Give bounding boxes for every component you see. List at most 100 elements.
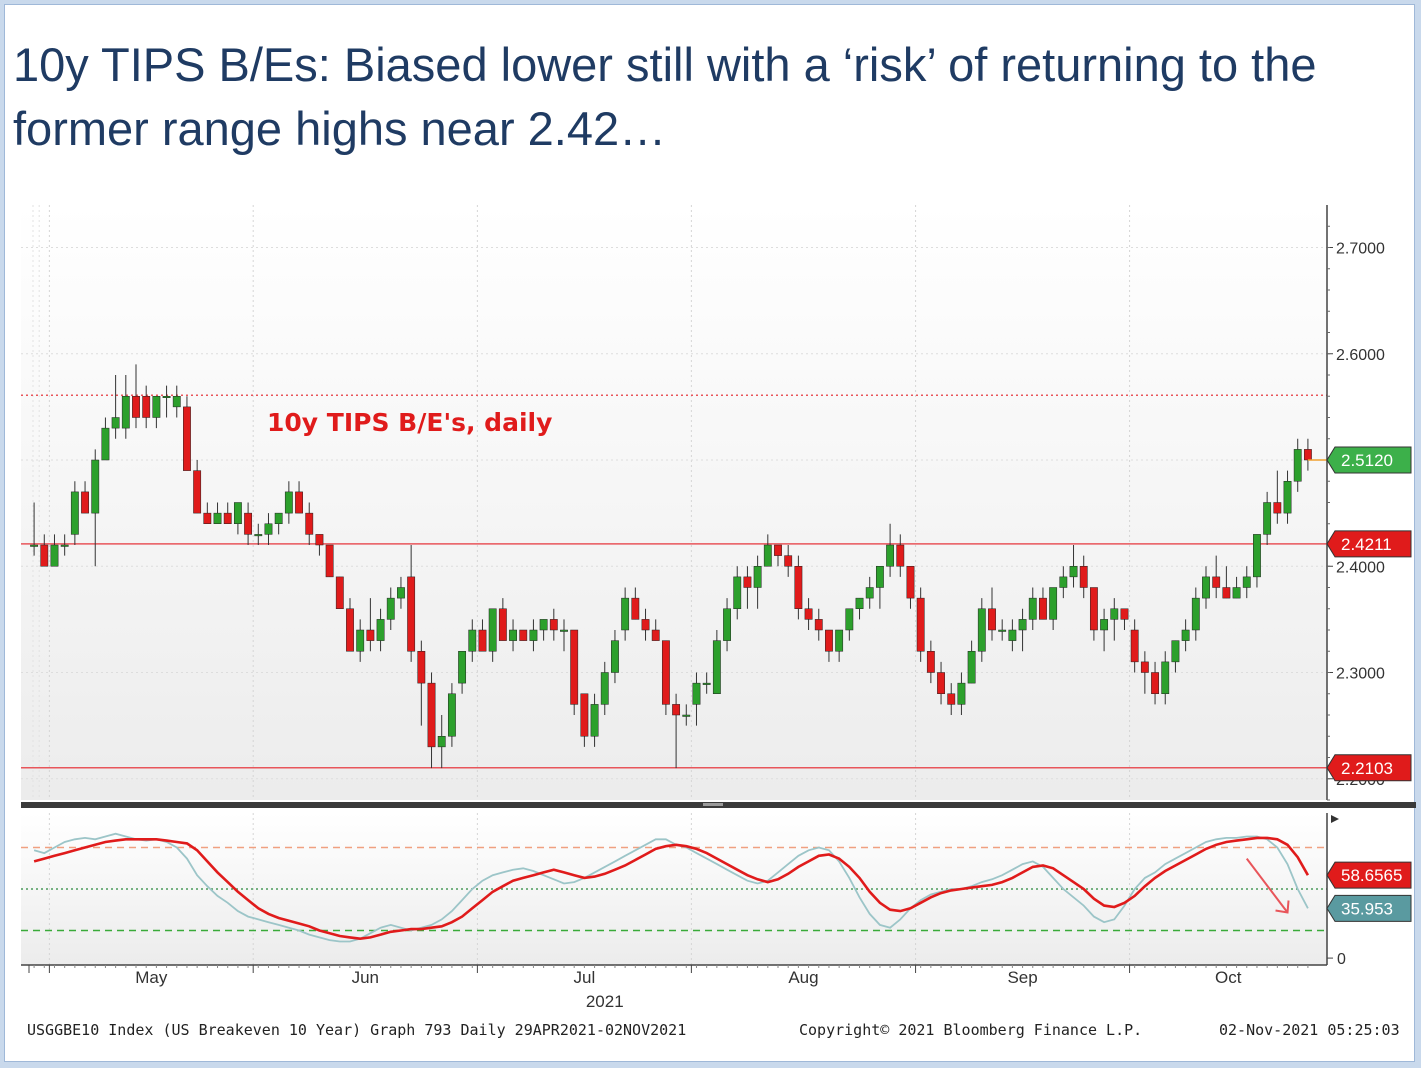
candle-body <box>519 629 528 641</box>
candle-body <box>437 736 446 748</box>
candle <box>1140 651 1149 694</box>
year-label: 2021 <box>586 992 624 1011</box>
candle-body <box>509 629 517 641</box>
candle-body <box>447 693 456 737</box>
candle <box>335 576 344 609</box>
candle <box>539 619 548 641</box>
candle-body <box>804 608 813 620</box>
candle-body <box>702 682 711 685</box>
candle <box>417 640 426 726</box>
candle <box>906 566 915 609</box>
candle-body <box>81 491 89 514</box>
candle <box>916 587 925 662</box>
candle <box>193 460 202 514</box>
candle-body <box>753 566 762 588</box>
candle-body <box>1151 672 1159 694</box>
candle-body <box>366 629 375 641</box>
candle-body <box>1130 629 1139 663</box>
candle <box>376 608 385 652</box>
candle-body <box>611 640 619 673</box>
candle <box>183 396 191 471</box>
candle-body <box>998 629 1007 632</box>
candle <box>1028 587 1037 630</box>
candle <box>1049 587 1058 630</box>
oscillator-tick-label: 0 <box>1337 951 1346 968</box>
candle-body <box>1059 576 1068 588</box>
candle-body <box>325 544 334 578</box>
candle <box>101 417 110 461</box>
candle-body <box>865 587 874 599</box>
candle-body <box>1242 576 1251 588</box>
candle-body <box>1089 587 1098 631</box>
candle <box>81 481 89 514</box>
candle <box>937 661 945 705</box>
candle-body <box>1202 576 1210 599</box>
candle-body <box>1100 619 1109 631</box>
candle <box>784 545 793 577</box>
candles-group <box>30 364 1327 769</box>
candle-body <box>1069 566 1078 578</box>
candle <box>162 385 171 418</box>
oscillator-series <box>33 832 1309 943</box>
candle-body <box>947 693 956 705</box>
candle-body <box>763 544 772 567</box>
candle-body <box>70 491 79 535</box>
candle-body <box>774 544 782 556</box>
time-axis: May Jun Jul Aug Sep Oct 2021 <box>21 964 1327 1011</box>
candle <box>814 608 823 641</box>
oscillator-series <box>33 836 1310 941</box>
candle <box>845 608 854 641</box>
oscillator-lines <box>33 832 1310 943</box>
candle <box>753 555 762 609</box>
candle-body <box>213 512 222 524</box>
candle <box>1079 555 1088 599</box>
candle-body <box>600 672 609 705</box>
candle <box>1273 470 1282 524</box>
candle-body <box>1273 502 1282 514</box>
level-tag-label: 2.2103 <box>1341 759 1393 778</box>
candle-body <box>937 672 945 694</box>
candle <box>1008 619 1017 652</box>
candle <box>295 481 303 514</box>
candle <box>682 704 691 726</box>
candle <box>254 523 263 545</box>
candle-body <box>468 629 477 652</box>
candle <box>386 587 395 630</box>
price-tick-label: 2.3000 <box>1336 666 1385 683</box>
candle <box>1110 598 1119 641</box>
oscillator-tag-teal-shape <box>1326 894 1412 922</box>
candle <box>560 619 568 652</box>
candle-body <box>407 576 416 652</box>
candle <box>458 651 467 694</box>
panel-divider[interactable] <box>21 802 1416 808</box>
footer-timestamp: 02-Nov-2021 05:25:03 <box>1219 1021 1400 1039</box>
candle-body <box>386 597 395 620</box>
candle-body <box>397 587 405 599</box>
candle <box>957 672 966 715</box>
candle-body <box>356 629 365 652</box>
candle <box>977 598 986 662</box>
candle <box>570 629 579 715</box>
candle <box>50 534 59 567</box>
arrow-head <box>1275 900 1290 914</box>
candle <box>723 598 731 652</box>
candle-body <box>784 555 793 567</box>
candle-body <box>661 640 670 705</box>
candle <box>763 534 772 567</box>
candle-body <box>458 651 467 684</box>
last-value-tag-label: 2.5120 <box>1341 451 1393 470</box>
candle-body <box>1222 587 1231 599</box>
candle-body <box>641 619 650 631</box>
candle <box>325 544 334 578</box>
candle <box>875 566 884 609</box>
candle <box>1242 566 1251 599</box>
candle <box>998 619 1007 641</box>
level-lines <box>21 394 1327 769</box>
candle <box>967 640 976 684</box>
candle <box>794 555 803 620</box>
candle-body <box>417 651 426 684</box>
candle-body <box>1263 502 1272 535</box>
candle-body <box>60 544 69 547</box>
candle <box>1191 587 1200 641</box>
candle-body <box>121 396 130 429</box>
